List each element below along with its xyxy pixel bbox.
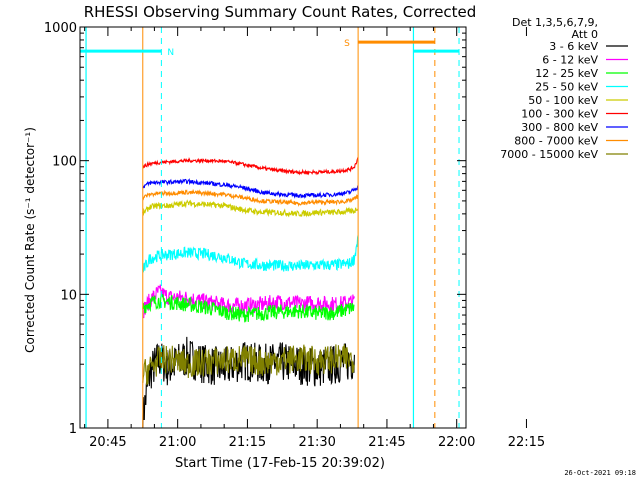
- x-tick-label: 21:45: [368, 435, 405, 450]
- legend-label-5: 50 - 100 keV: [528, 94, 598, 107]
- plot-area: NS: [80, 27, 460, 428]
- x-tick-label: 22:00: [438, 435, 475, 450]
- legend-label-4: 25 - 50 keV: [535, 81, 598, 94]
- series-line-9: [142, 344, 355, 386]
- y-tick-label: 1000: [44, 21, 77, 36]
- chart-title: RHESSI Observing Summary Count Rates, Co…: [84, 3, 477, 21]
- series-line-6: [142, 156, 359, 176]
- x-tick-label: 21:00: [159, 435, 196, 450]
- series-line-5: [142, 199, 359, 218]
- series-line-4: [142, 235, 359, 273]
- footer-date: 26-Oct-2021 09:18: [564, 469, 636, 477]
- legend-label-8: 800 - 7000 keV: [514, 135, 598, 148]
- legend-header-2: Att 0: [572, 28, 598, 41]
- series-line-3: [142, 293, 355, 323]
- legend-label-2: 6 - 12 keV: [542, 54, 598, 67]
- y-tick-label: 10: [60, 288, 77, 303]
- legend-label-6: 100 - 300 keV: [521, 108, 598, 121]
- axes: 1 10 100 1000 20:45 21:00 21:15 21:30 21:45 22:00…: [44, 21, 545, 450]
- y-axis-label: Corrected Count Rate (s⁻¹ detector⁻¹): [23, 127, 37, 353]
- x-tick-label: 21:30: [298, 435, 335, 450]
- series-line-7: [142, 178, 359, 199]
- y-tick-label: 100: [52, 155, 77, 170]
- legend-label-9: 7000 - 15000 keV: [500, 148, 598, 161]
- legend-label-3: 12 - 25 keV: [535, 67, 598, 80]
- plot-frame: [79, 26, 467, 429]
- legend-label-7: 300 - 800 keV: [521, 121, 598, 134]
- legend-label-1: 3 - 6 keV: [549, 40, 598, 53]
- legend-header-1: Det 1,3,5,6,7,9,: [512, 16, 598, 29]
- x-axis-label: Start Time (17-Feb-15 20:39:02): [175, 456, 385, 471]
- flag-label-n: N: [167, 48, 174, 58]
- series-line-8: [142, 188, 359, 207]
- x-tick-label: 21:15: [229, 435, 266, 450]
- plot-inner: [80, 27, 460, 428]
- y-tick-label: 1: [69, 422, 77, 437]
- flag-label-s: S: [344, 39, 350, 49]
- x-tick-label: 22:15: [508, 435, 545, 450]
- x-tick-label: 20:45: [89, 435, 126, 450]
